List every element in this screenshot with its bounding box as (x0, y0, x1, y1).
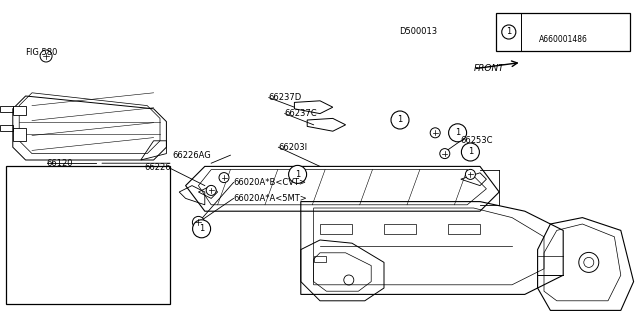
Circle shape (289, 165, 307, 183)
Bar (496, 13, 630, 51)
Text: 1: 1 (468, 148, 473, 156)
Circle shape (206, 185, 216, 196)
Text: 66203I: 66203I (278, 143, 308, 152)
Circle shape (502, 25, 516, 39)
Circle shape (193, 220, 211, 238)
Text: 1: 1 (397, 116, 403, 124)
Text: 66253C: 66253C (461, 136, 493, 145)
Text: 66237C: 66237C (285, 109, 317, 118)
Text: FIG.580: FIG.580 (26, 48, 58, 57)
Circle shape (193, 216, 204, 228)
Circle shape (449, 124, 467, 142)
Text: 1: 1 (199, 224, 204, 233)
Circle shape (461, 143, 479, 161)
Text: 66237D: 66237D (269, 93, 302, 102)
Text: D500013: D500013 (399, 28, 437, 36)
Polygon shape (13, 128, 26, 141)
Text: 66020A*A<5MT>: 66020A*A<5MT> (234, 194, 307, 203)
Text: 1: 1 (506, 28, 511, 36)
Circle shape (465, 169, 476, 180)
Text: 66226: 66226 (144, 164, 171, 172)
Text: 66020A*B<CVT>: 66020A*B<CVT> (234, 178, 307, 187)
Circle shape (440, 148, 450, 159)
Circle shape (430, 128, 440, 138)
Bar (6, 166, 170, 304)
Text: 66120: 66120 (47, 159, 73, 168)
Text: FRONT: FRONT (474, 64, 504, 73)
Text: 66226AG: 66226AG (173, 151, 212, 160)
Text: 1: 1 (295, 170, 300, 179)
Circle shape (391, 111, 409, 129)
Circle shape (219, 172, 229, 183)
Text: A660001486: A660001486 (539, 35, 588, 44)
Polygon shape (13, 106, 26, 115)
Text: 1: 1 (455, 128, 460, 137)
Circle shape (40, 50, 52, 62)
